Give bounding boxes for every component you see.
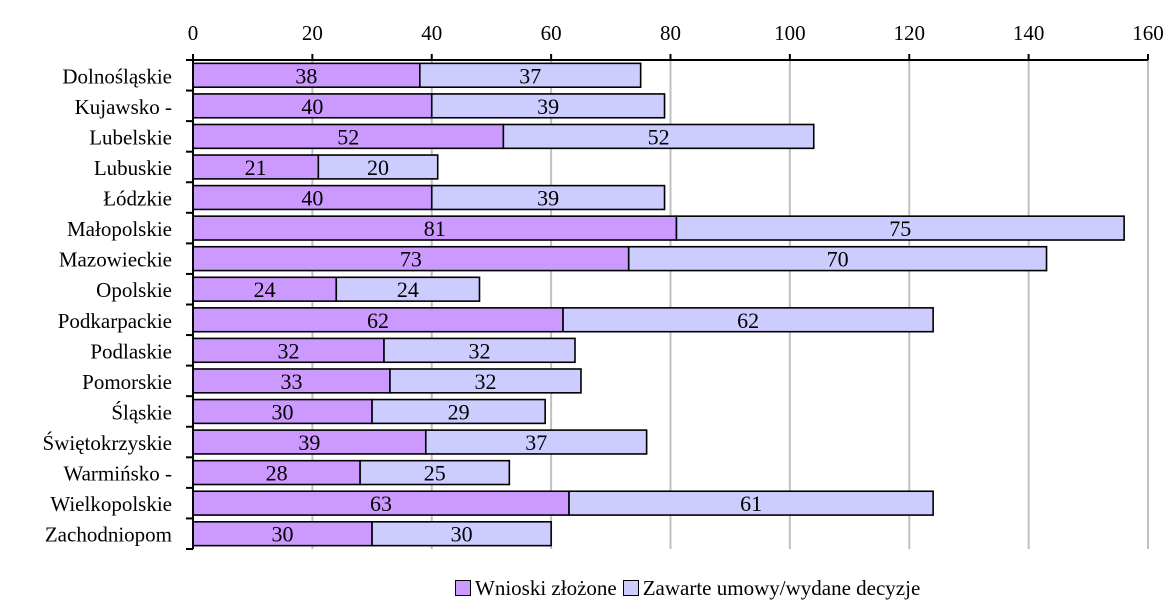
category-label-5: Małopolskie xyxy=(67,217,172,241)
legend-swatch-series-1 xyxy=(622,580,639,596)
data-label-1-12: 37 xyxy=(525,430,547,455)
data-label-0-6: 73 xyxy=(400,247,422,272)
data-label-0-11: 30 xyxy=(272,399,294,424)
data-label-1-1: 39 xyxy=(537,94,559,119)
category-label-14: Wielkopolskie xyxy=(50,492,172,516)
x-tick-label-2: 40 xyxy=(421,21,442,45)
bar-1-7 xyxy=(335,276,481,302)
data-label-1-0: 37 xyxy=(519,63,541,88)
data-label-1-9: 32 xyxy=(469,338,491,363)
bar-1-5 xyxy=(675,215,1125,241)
x-tick-label-7: 140 xyxy=(1013,21,1045,45)
bar-1-6 xyxy=(627,245,1048,272)
category-label-15: Zachodniopom xyxy=(45,523,172,547)
bar-1-15 xyxy=(371,520,552,547)
data-label-0-12: 39 xyxy=(298,430,320,455)
x-tick-label-8: 160 xyxy=(1132,21,1164,45)
data-label-0-7: 24 xyxy=(254,277,276,302)
data-label-0-5: 81 xyxy=(424,216,446,241)
data-label-1-8: 62 xyxy=(737,308,759,333)
legend-item-series-0: Wnioski złożone xyxy=(455,576,617,601)
bar-1-13 xyxy=(359,459,511,486)
category-label-6: Mazowieckie xyxy=(59,248,172,272)
axes: Dolnośląskie Kujawsko - Lubelskie Lubuskie Ł… xyxy=(43,21,1164,550)
data-label-0-8: 62 xyxy=(367,308,389,333)
x-tick-label-5: 100 xyxy=(774,21,806,45)
bar-1-4 xyxy=(430,184,666,211)
data-label-0-9: 32 xyxy=(278,338,300,363)
data-label-0-2: 52 xyxy=(337,124,359,149)
bar-1-10 xyxy=(389,368,582,394)
bar-1-14 xyxy=(568,490,934,516)
bars xyxy=(192,62,1125,547)
data-label-0-14: 63 xyxy=(370,491,392,516)
data-label-0-4: 40 xyxy=(301,186,323,211)
x-tick-label-6: 120 xyxy=(894,21,926,45)
bar-1-11 xyxy=(371,398,546,425)
data-label-1-2: 52 xyxy=(648,124,670,149)
bar-1-1 xyxy=(430,93,666,119)
category-label-10: Pomorskie xyxy=(82,370,172,394)
bar-1-8 xyxy=(562,307,934,333)
legend-item-series-1: Zawarte umowy/wydane decyzje xyxy=(622,575,921,601)
x-tick-label-0: 0 xyxy=(188,21,199,45)
data-label-0-3: 21 xyxy=(245,155,267,180)
category-label-4: Łódzkie xyxy=(103,187,172,211)
data-label-0-15: 30 xyxy=(272,522,294,547)
category-label-2: Lubelskie xyxy=(89,125,172,149)
data-label-0-13: 28 xyxy=(266,461,288,486)
data-label-1-7: 24 xyxy=(397,277,419,302)
bar-1-3 xyxy=(317,154,439,180)
data-label-0-1: 40 xyxy=(301,94,323,119)
category-label-3: Lubuskie xyxy=(94,156,172,180)
category-label-9: Podlaskie xyxy=(90,339,172,363)
bar-1-2 xyxy=(502,123,815,150)
legend-label-series-0: Wnioski złożone xyxy=(475,575,617,600)
category-label-1: Kujawsko - xyxy=(75,95,172,119)
data-label-1-11: 29 xyxy=(448,399,470,424)
data-label-0-0: 38 xyxy=(295,63,317,88)
category-label-0: Dolnośląskie xyxy=(62,64,172,88)
category-label-12: Świętokrzyskie xyxy=(43,431,172,455)
category-label-8: Podkarpackie xyxy=(58,309,172,333)
data-label-1-6: 70 xyxy=(827,247,849,272)
category-label-13: Warmińsko - xyxy=(63,462,172,486)
legend-swatch-series-0 xyxy=(455,580,471,596)
data-label-1-15: 30 xyxy=(451,522,473,547)
data-label-1-13: 25 xyxy=(424,461,446,486)
bar-1-9 xyxy=(383,337,576,364)
data-label-1-5: 75 xyxy=(889,216,911,241)
x-tick-label-4: 80 xyxy=(660,21,681,45)
data-label-1-10: 32 xyxy=(474,369,496,394)
data-label-1-4: 39 xyxy=(537,186,559,211)
data-label-1-14: 61 xyxy=(740,491,762,516)
data-label-1-3: 20 xyxy=(367,155,389,180)
data-label-0-10: 33 xyxy=(280,369,302,394)
data-labels: 38 37 40 39 52 52 21 20 40 39 81 75 73 70 24 24 62 62 32 32… xyxy=(245,63,912,546)
x-tick-label-1: 20 xyxy=(302,21,323,45)
x-tick-label-3: 60 xyxy=(541,21,562,45)
category-label-7: Opolskie xyxy=(96,278,172,302)
legend-label-series-1: Zawarte umowy/wydane decyzje xyxy=(642,575,921,600)
legend: Wnioski złożone Zawarte umowy/wydane dec… xyxy=(455,575,926,601)
bar-1-0 xyxy=(419,62,642,89)
category-label-11: Śląskie xyxy=(111,400,172,424)
bar-1-12 xyxy=(424,429,648,455)
